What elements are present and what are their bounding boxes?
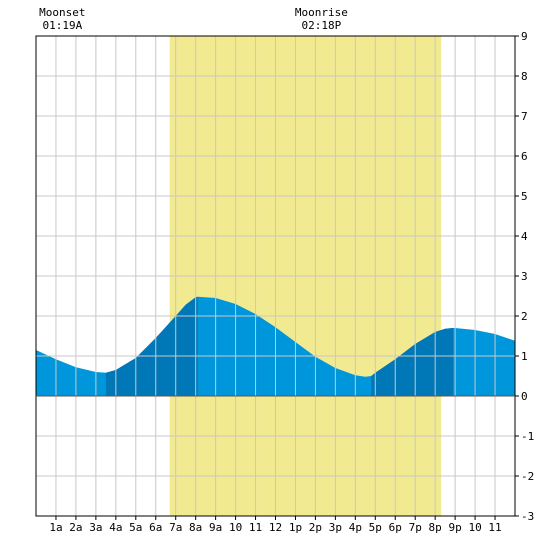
moon-event-label-2: Moonrise [295, 6, 348, 19]
x-tick-label: 9p [449, 521, 462, 534]
x-tick-label: 4p [349, 521, 362, 534]
x-tick-label: 12 [269, 521, 282, 534]
tide-rising-area-2 [371, 328, 454, 396]
x-tick-label: 5a [129, 521, 142, 534]
x-tick-label: 1a [49, 521, 62, 534]
x-tick-label: 6p [389, 521, 402, 534]
y-tick-label: 3 [521, 270, 528, 283]
tide-rising-area-1 [105, 296, 198, 396]
x-tick-label: 10 [468, 521, 481, 534]
x-tick-label: 1p [289, 521, 302, 534]
x-tick-label: 6a [149, 521, 162, 534]
y-tick-label: 1 [521, 350, 528, 363]
x-tick-label: 11 [249, 521, 262, 534]
x-tick-label: 4a [109, 521, 122, 534]
x-tick-label: 7a [169, 521, 182, 534]
x-tick-label: 2a [69, 521, 82, 534]
y-tick-label: 4 [521, 230, 528, 243]
x-tick-label: 9a [209, 521, 222, 534]
y-tick-label: 9 [521, 30, 528, 43]
x-tick-label: 8p [429, 521, 442, 534]
y-tick-label: -1 [521, 430, 534, 443]
y-tick-label: 5 [521, 190, 528, 203]
x-tick-label: 3a [89, 521, 102, 534]
moon-event-time-2: 02:18P [302, 19, 342, 32]
x-tick-label: 2p [309, 521, 322, 534]
y-tick-label: 8 [521, 70, 528, 83]
x-tick-label: 10 [229, 521, 242, 534]
x-tick-label: 7p [409, 521, 422, 534]
y-tick-label: 7 [521, 110, 528, 123]
y-tick-label: 0 [521, 390, 528, 403]
x-tick-label: 8a [189, 521, 202, 534]
y-tick-label: -2 [521, 470, 534, 483]
moon-event-label-1: Moonset [39, 6, 85, 19]
x-tick-label: 5p [369, 521, 382, 534]
y-tick-label: 2 [521, 310, 528, 323]
x-tick-label: 3p [329, 521, 342, 534]
x-tick-label: 11 [488, 521, 501, 534]
moon-event-time-1: 01:19A [42, 19, 82, 32]
y-tick-label: -3 [521, 510, 534, 523]
y-tick-label: 6 [521, 150, 528, 163]
